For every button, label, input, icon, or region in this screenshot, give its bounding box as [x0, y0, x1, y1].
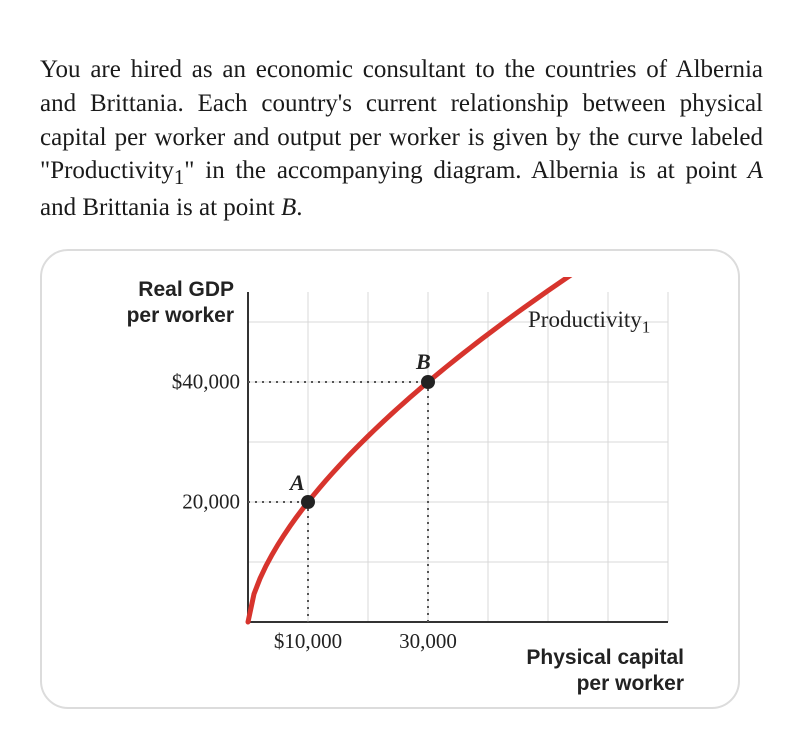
- point-label-a: A: [290, 470, 305, 496]
- y-tick-20000: 20,000: [140, 490, 240, 515]
- y-axis-title-line2: per worker: [127, 304, 234, 327]
- x-tick-10000: $10,000: [274, 629, 342, 654]
- curve-label: Productivity1: [528, 307, 650, 338]
- x-axis-title-line2: per worker: [577, 672, 684, 695]
- y-tick-40000: $40,000: [140, 370, 240, 395]
- para-text-4: .: [296, 194, 302, 221]
- para-text-3: and Brittania is at point: [40, 194, 281, 221]
- para-point-b: B: [281, 194, 296, 221]
- productivity-chart: Real GDP per worker $40,000 20,000 $10,0…: [68, 277, 708, 697]
- point-label-b: B: [416, 349, 431, 375]
- para-text-2: " in the accompanying diagram. Albernia …: [184, 157, 747, 184]
- problem-paragraph: You are hired as an economic consultant …: [40, 53, 763, 225]
- x-axis-title-line1: Physical capital: [526, 646, 684, 669]
- curve-label-text: Productivity: [528, 307, 642, 332]
- y-axis-title-line1: Real GDP: [138, 278, 234, 301]
- para-sub-1: 1: [174, 165, 184, 189]
- y-axis-title: Real GDP per worker: [64, 277, 234, 330]
- x-tick-30000: 30,000: [399, 629, 457, 654]
- curve-label-sub: 1: [642, 318, 651, 337]
- x-axis-title: Physical capital per worker: [526, 645, 684, 698]
- para-point-a: A: [748, 157, 763, 184]
- chart-card: Real GDP per worker $40,000 20,000 $10,0…: [40, 249, 740, 709]
